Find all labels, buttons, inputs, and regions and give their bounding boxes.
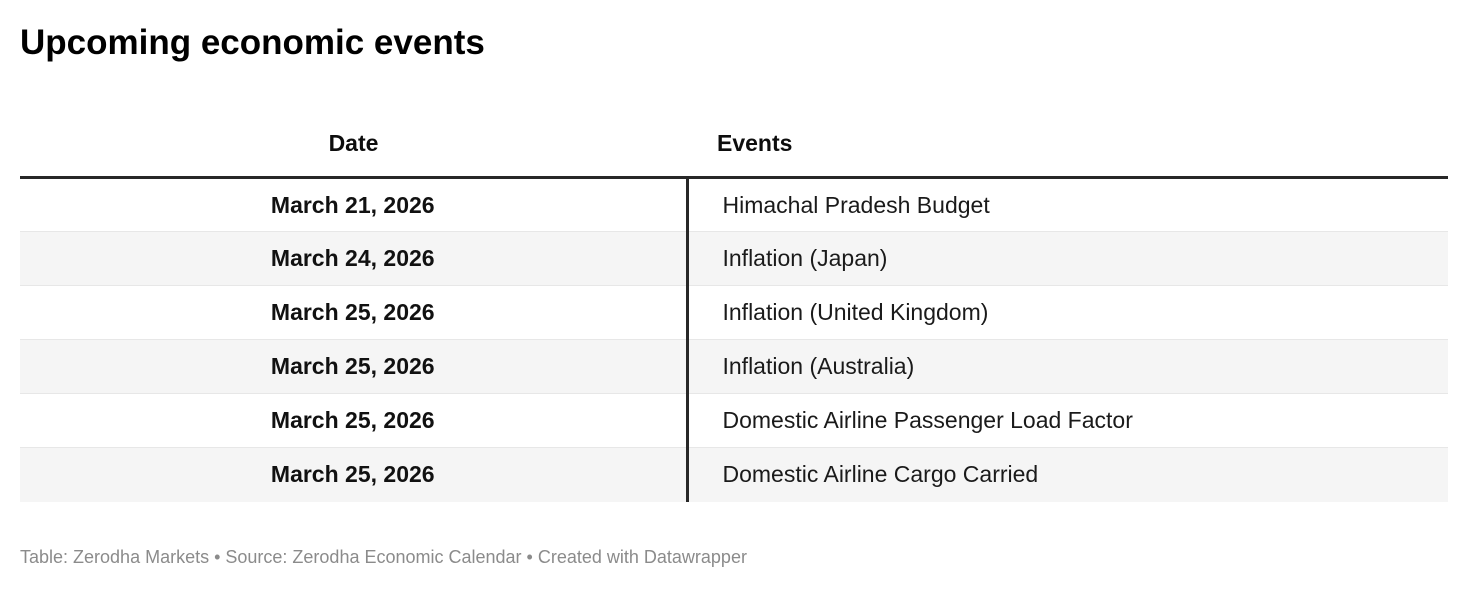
column-header-date: Date bbox=[328, 130, 379, 156]
table-header: Date Events bbox=[20, 102, 1448, 178]
date-cell: March 25, 2026 bbox=[20, 447, 687, 502]
column-header-events: Events bbox=[717, 130, 793, 156]
event-cell: Inflation (United Kingdom) bbox=[685, 285, 1448, 340]
date-cell: March 21, 2026 bbox=[270, 191, 435, 218]
table-row: March 25, 2026 Domestic Airline Passenger… bbox=[20, 393, 1448, 448]
event-cell: Domestic Airline Passenger Load Factor bbox=[685, 393, 1448, 448]
event-cell: Domestic Airline Cargo Carried bbox=[685, 447, 1448, 502]
date-cell: March 25, 2026 bbox=[20, 339, 687, 394]
attribution-footer: Table: Zerodha Markets • Source: Zerodha… bbox=[20, 546, 747, 567]
table-row: March 25, 2026 Inflation (United Kingdom) bbox=[20, 285, 1448, 340]
event-cell: Inflation (Australia) bbox=[685, 339, 1448, 394]
date-cell: March 24, 2026 bbox=[20, 231, 687, 286]
table-row: March 25, 2026 Domestic Airline Cargo Car… bbox=[20, 447, 1448, 502]
economic-events-table: Date Events March 21, 2026 Himachal Prade… bbox=[20, 102, 1448, 502]
event-cell: Inflation (Japan) bbox=[685, 231, 1448, 286]
event-cell: Himachal Pradesh Budget bbox=[685, 177, 1448, 232]
table-row: March 25, 2026 Inflation (Australia) bbox=[20, 339, 1448, 394]
page-title: Upcoming economic events bbox=[20, 23, 485, 62]
table-header-row: Date Events bbox=[20, 102, 1448, 178]
date-cell: March 25, 2026 bbox=[20, 285, 687, 340]
table-row: March 24, 2026 Inflation (Japan) bbox=[20, 231, 1448, 286]
table-body: March 21, 2026 Himachal Pradesh Budget Mar… bbox=[20, 177, 1448, 502]
table-row: March 21, 2026 Himachal Pradesh Budget bbox=[20, 177, 1448, 232]
date-cell: March 25, 2026 bbox=[20, 393, 687, 448]
